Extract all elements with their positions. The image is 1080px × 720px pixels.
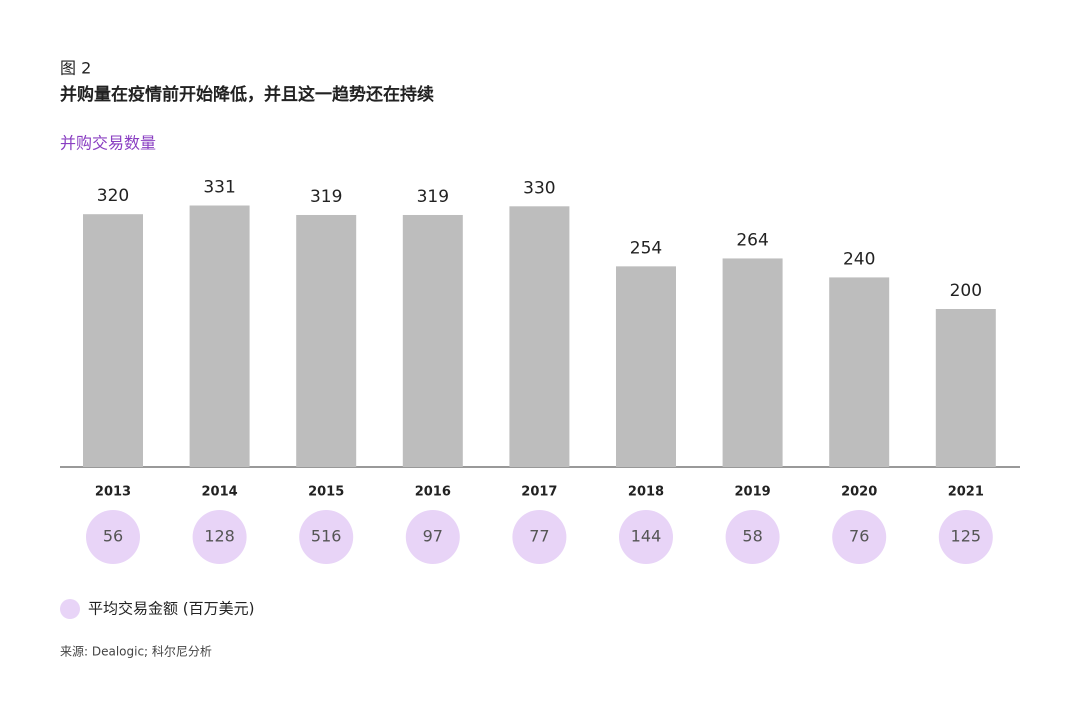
avg-deal-label: 58	[742, 527, 762, 546]
value-label: 319	[310, 187, 342, 207]
bar	[616, 266, 676, 467]
value-label: 240	[843, 249, 875, 269]
avg-deal-label: 144	[631, 527, 662, 546]
source: 来源: Dealogic; 科尔尼分析	[60, 644, 212, 659]
x-tick-label: 2020	[841, 485, 877, 500]
avg-deal-label: 97	[423, 527, 443, 546]
x-tick-label: 2016	[415, 485, 451, 500]
value-label: 330	[523, 178, 555, 198]
bar	[402, 214, 463, 467]
value-label: 319	[417, 187, 449, 207]
value-label: 264	[736, 230, 768, 250]
x-tick-label: 2019	[735, 485, 771, 500]
avg-deal-circle	[192, 510, 247, 564]
legend-swatch	[60, 599, 80, 619]
avg-deal-circle	[299, 510, 354, 564]
value-label: 200	[950, 281, 982, 301]
value-label: 331	[203, 178, 235, 198]
value-label: 254	[630, 238, 662, 258]
x-tick-label: 2021	[948, 485, 984, 500]
chart-title: 并购量在疫情前开始降低，并且这一趋势还在持续	[60, 84, 434, 105]
bar	[509, 206, 570, 468]
avg-deal-label: 516	[311, 527, 342, 546]
bar	[722, 258, 783, 467]
figure-label: 图 2	[60, 59, 91, 78]
value-label: 320	[97, 186, 129, 206]
bar	[829, 277, 890, 467]
avg-deal-label: 76	[849, 527, 869, 546]
avg-deal-label: 56	[103, 527, 123, 546]
avg-deal-label: 77	[529, 527, 549, 546]
bar	[189, 205, 250, 467]
bar	[935, 309, 996, 467]
avg-deal-label: 128	[204, 527, 235, 546]
bar	[83, 214, 143, 467]
legend-label: 平均交易金额 (百万美元)	[88, 600, 254, 618]
avg-deal-circle	[938, 510, 993, 564]
avg-deal-circle	[86, 510, 140, 564]
avg-deal-label: 125	[951, 527, 982, 546]
avg-deal-circle	[405, 510, 460, 564]
x-tick-label: 2017	[521, 485, 557, 500]
x-tick-label: 2014	[202, 485, 238, 500]
x-tick-label: 2018	[628, 485, 664, 500]
avg-deal-circle	[725, 510, 780, 564]
avg-deal-circle	[832, 510, 887, 564]
bar	[296, 214, 357, 467]
avg-deal-circle	[619, 510, 673, 564]
x-tick-label: 2015	[308, 485, 344, 500]
x-tick-label: 2013	[95, 485, 131, 500]
chart-subtitle: 并购交易数量	[60, 134, 156, 153]
avg-deal-circle	[512, 510, 567, 564]
